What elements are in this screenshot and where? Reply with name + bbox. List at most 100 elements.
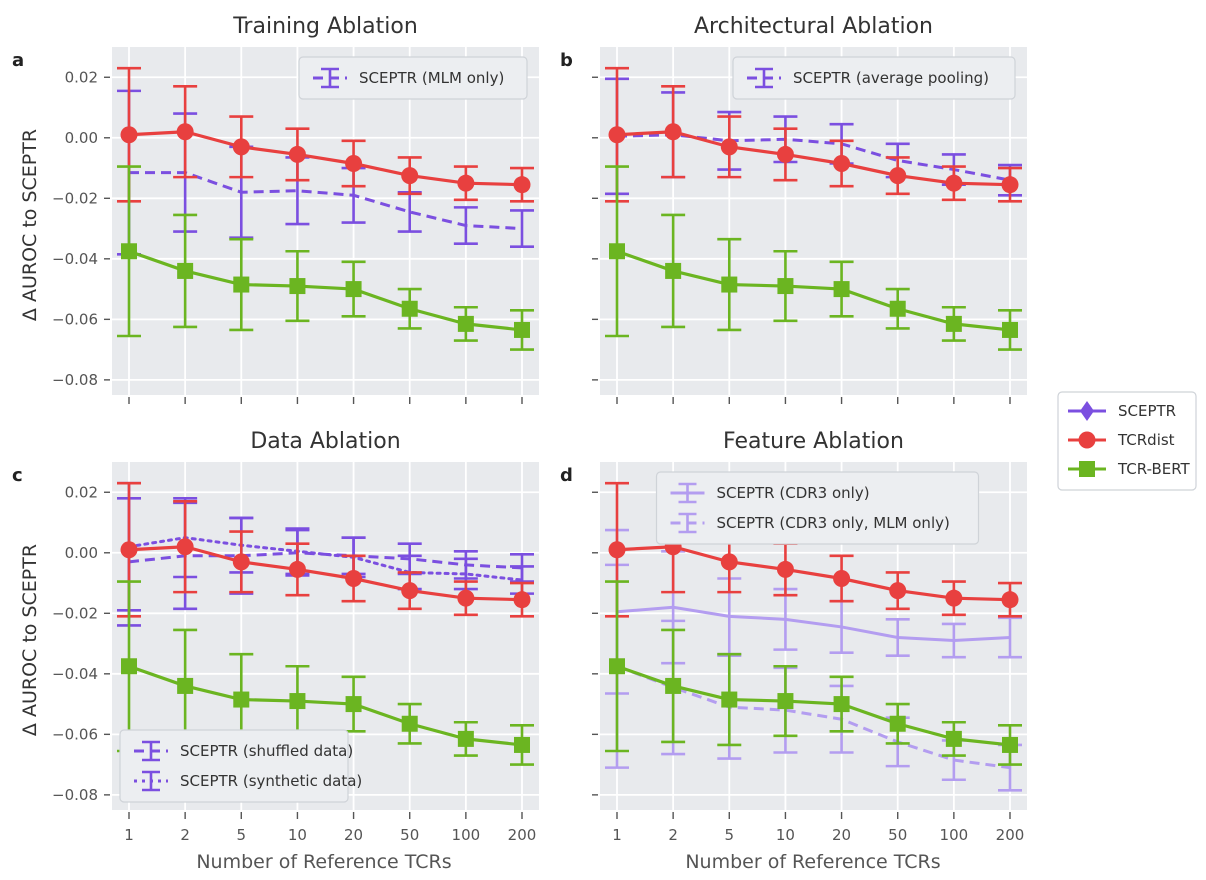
data-point: [288, 145, 306, 163]
data-point: [513, 176, 531, 194]
series-line: [128, 249, 523, 332]
data-point: [945, 589, 963, 607]
data-point: [176, 538, 194, 556]
panel-title: Feature Ablation: [723, 429, 904, 454]
data-point: [889, 582, 907, 600]
data-point: [177, 677, 194, 694]
data-point: [889, 300, 906, 317]
legend: SCEPTR (MLM only): [298, 56, 528, 100]
series-line: [128, 545, 523, 602]
data-point: [720, 553, 738, 571]
panel-title: Data Ablation: [250, 429, 400, 454]
data-point: [833, 696, 850, 713]
data-point: [833, 281, 850, 298]
xtick-label: 20: [344, 826, 363, 844]
panel-title: Architectural Ablation: [694, 14, 933, 39]
ytick-label: −0.08: [52, 786, 98, 804]
data-point: [345, 570, 363, 588]
data-point: [233, 691, 250, 708]
series-line: [128, 664, 523, 747]
ytick-label: −0.04: [52, 665, 98, 683]
xtick-label: 200: [508, 826, 537, 844]
x-axis-label-left: Number of Reference TCRs: [196, 851, 451, 873]
data-point: [721, 276, 738, 293]
data-point: [457, 174, 475, 192]
data-point: [609, 243, 625, 260]
legend-label: SCEPTR (MLM only): [359, 69, 504, 87]
series-tcrdist: [605, 66, 1022, 203]
series-tcr-bert: [117, 165, 534, 351]
data-point: [288, 560, 306, 578]
data-point: [833, 155, 851, 173]
data-point: [945, 730, 962, 747]
xtick-label: 100: [940, 826, 969, 844]
data-point: [121, 243, 137, 260]
data-point: [945, 174, 963, 192]
data-point: [945, 315, 962, 332]
data-point: [121, 658, 137, 675]
series-tcrdist: [117, 481, 534, 618]
ytick-label: −0.02: [52, 604, 98, 622]
xtick-label: 5: [725, 826, 735, 844]
xtick-label: 2: [668, 826, 678, 844]
panels: 0.02 0.00 −0.02 −0.04 −0.06 −0.08 Training Abl…: [12, 14, 1027, 844]
ytick-label: −0.06: [52, 310, 98, 328]
legend-label: SCEPTR (CDR3 only, MLM only): [717, 514, 950, 532]
legend: SCEPTR (shuffled data) SCEPTR (synthetic …: [119, 729, 362, 803]
panel-letter: d: [560, 465, 573, 486]
series-line: [616, 545, 1011, 602]
ytick-label: 0.02: [65, 483, 98, 501]
data-point: [833, 570, 851, 588]
data-point: [232, 553, 250, 571]
panel-a: 0.02 0.00 −0.02 −0.04 −0.06 −0.08 Training Abl…: [12, 14, 539, 404]
ytick-label: −0.08: [52, 371, 98, 389]
series-line: [127, 536, 524, 582]
series-tcr-bert: [605, 165, 1022, 351]
ytick-label: 0.00: [65, 129, 98, 147]
series-line: [616, 605, 1011, 643]
panel-letter: c: [12, 465, 23, 486]
ytick-label: −0.04: [52, 250, 98, 268]
panel-b: Architectural Ablation b SCEPTR (average p…: [560, 14, 1027, 404]
series-tcrdist: [117, 66, 534, 203]
data-point: [513, 591, 531, 609]
series-line: [616, 664, 1011, 747]
series-line: [128, 130, 523, 187]
legend: SCEPTR (average pooling): [732, 56, 1016, 100]
plot-area: [600, 47, 1027, 395]
shared-legend-marker: [1080, 401, 1094, 421]
x-axis-label-right: Number of Reference TCRs: [685, 851, 940, 873]
data-point: [608, 126, 626, 144]
legend-label: SCEPTR (CDR3 only): [717, 484, 870, 502]
xtick-label: 10: [776, 826, 795, 844]
data-point: [1001, 591, 1019, 609]
data-point: [120, 541, 138, 559]
legend-box: [732, 56, 1016, 100]
data-point: [176, 123, 194, 141]
data-point: [233, 276, 250, 293]
shared-legend-label: SCEPTR: [1118, 402, 1176, 420]
data-point: [401, 300, 418, 317]
shared-legend-label: TCRdist: [1117, 431, 1175, 449]
data-point: [514, 736, 530, 753]
panel-c: 0.02 0.00 −0.02 −0.04 −0.06 −0.08 1 2 5 10 20 50 100…: [12, 429, 539, 844]
xtick-label: 50: [888, 826, 907, 844]
xtick-label: 10: [288, 826, 307, 844]
legend-box: [119, 729, 349, 803]
panel-d: 1 2 5 10 20 50 100 200 Feature Ablation d SCEPTR (…: [560, 429, 1027, 844]
xtick-label: 1: [612, 826, 622, 844]
xtick-label: 20: [832, 826, 851, 844]
series-line: [616, 249, 1011, 332]
data-point: [889, 167, 907, 185]
plot-area: [112, 47, 539, 395]
data-point: [720, 138, 738, 156]
shared-legend: SCEPTR TCRdist TCR-BERT: [1057, 391, 1197, 491]
data-point: [777, 278, 794, 295]
data-point: [345, 281, 362, 298]
xtick-label: 200: [996, 826, 1025, 844]
data-point: [401, 167, 419, 185]
panel-letter: a: [12, 50, 24, 71]
data-point: [721, 691, 738, 708]
xtick-label: 2: [180, 826, 190, 844]
